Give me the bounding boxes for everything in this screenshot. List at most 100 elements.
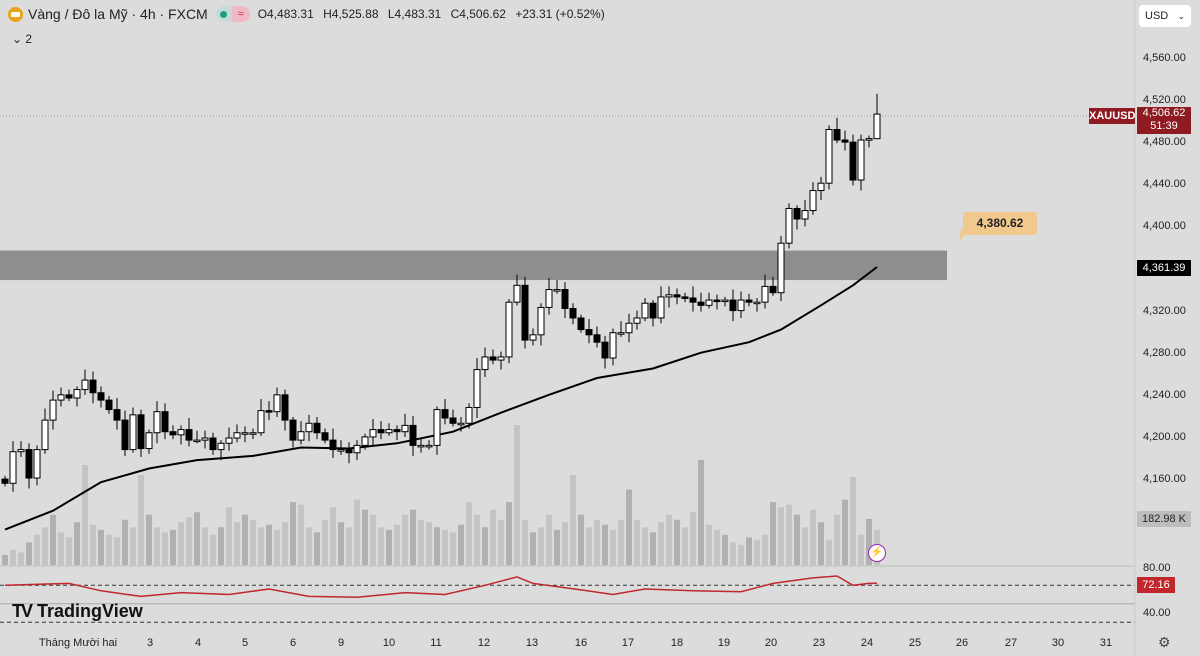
candle-body bbox=[305, 422, 313, 433]
candle-body bbox=[201, 437, 209, 441]
volume-bar bbox=[706, 524, 712, 565]
volume-bar bbox=[42, 527, 48, 565]
volume-bar bbox=[570, 475, 576, 565]
candle-body bbox=[793, 207, 801, 220]
candle bbox=[313, 416, 321, 440]
lightning-icon[interactable]: ⚡ bbox=[868, 544, 886, 562]
volume-bar bbox=[162, 532, 168, 565]
status-badges[interactable]: ≈ bbox=[215, 6, 250, 22]
candle-body bbox=[89, 379, 97, 394]
volume-bar bbox=[146, 514, 152, 565]
volume-bar bbox=[594, 519, 600, 565]
candle bbox=[841, 130, 849, 151]
volume-bar bbox=[530, 532, 536, 565]
volume-pane bbox=[2, 424, 880, 565]
price-callout[interactable]: 4,380.62 bbox=[963, 212, 1037, 235]
symbol-title[interactable]: Vàng / Đô la Mỹ · 4h · FXCM bbox=[28, 6, 208, 22]
candle bbox=[697, 292, 705, 312]
volume-bar bbox=[450, 532, 456, 565]
tradingview-logo[interactable]: TV TradingView bbox=[12, 601, 143, 622]
candle bbox=[169, 425, 177, 440]
time-axis-label: 10 bbox=[382, 637, 396, 649]
candle bbox=[641, 297, 649, 322]
candle bbox=[673, 288, 681, 305]
candle bbox=[857, 134, 865, 191]
candle-body bbox=[25, 449, 33, 479]
volume-bar bbox=[410, 509, 416, 565]
candle-body bbox=[369, 429, 377, 438]
candle bbox=[569, 303, 577, 325]
candle bbox=[473, 357, 481, 419]
candle bbox=[849, 134, 857, 186]
candle-body bbox=[49, 399, 57, 421]
volume-bar bbox=[258, 527, 264, 565]
candle-body bbox=[433, 409, 441, 446]
volume-bar bbox=[834, 514, 840, 565]
candle-body bbox=[713, 299, 721, 303]
time-axis-label: 31 bbox=[1099, 637, 1113, 649]
volume-bar bbox=[58, 532, 64, 565]
candle bbox=[185, 418, 193, 447]
volume-bar bbox=[690, 512, 696, 565]
volume-bar bbox=[170, 529, 176, 565]
candle bbox=[105, 395, 113, 414]
volume-bar bbox=[346, 527, 352, 565]
candle bbox=[649, 300, 657, 327]
candle-body bbox=[289, 419, 297, 441]
candle-body bbox=[177, 429, 185, 436]
candle-body bbox=[9, 451, 17, 484]
volume-bar bbox=[234, 522, 240, 565]
volume-bar bbox=[298, 504, 304, 565]
volume-bar bbox=[250, 519, 256, 565]
moving-average-line bbox=[4, 266, 878, 531]
candle-body bbox=[865, 138, 873, 141]
candle-body bbox=[777, 242, 785, 294]
time-axis-label: 5 bbox=[241, 637, 249, 649]
volume-bar bbox=[138, 475, 144, 565]
volume-bar bbox=[242, 514, 248, 565]
rsi-line bbox=[4, 575, 878, 599]
volume-bar bbox=[402, 514, 408, 565]
candle bbox=[225, 427, 233, 451]
candle-body bbox=[465, 406, 473, 424]
price-axis-label: 4,480.00 bbox=[1143, 136, 1186, 149]
time-axis-label: 9 bbox=[337, 637, 345, 649]
volume-bar bbox=[578, 514, 584, 565]
resistance-zone[interactable] bbox=[0, 250, 947, 281]
candle-body bbox=[601, 341, 609, 359]
candle bbox=[609, 328, 617, 366]
indicators-collapse-toggle[interactable]: ⌄ 2 bbox=[12, 32, 33, 46]
ohlc-values: O4,483.31 H4,525.88 L4,483.31 C4,506.62 … bbox=[258, 7, 611, 21]
candle-body bbox=[345, 449, 353, 454]
candle bbox=[289, 416, 297, 448]
candle-body bbox=[473, 369, 481, 408]
time-axis-label: 6 bbox=[289, 637, 297, 649]
volume-bar bbox=[2, 554, 8, 565]
volume-bar bbox=[730, 542, 736, 565]
volume-bar bbox=[98, 529, 104, 565]
candle bbox=[241, 426, 249, 443]
currency-select[interactable]: USD ⌄ bbox=[1139, 5, 1191, 27]
volume-bar bbox=[66, 537, 72, 565]
volume-bar bbox=[386, 529, 392, 565]
candle bbox=[617, 321, 625, 337]
settings-gear-icon[interactable]: ⚙ bbox=[1158, 634, 1171, 650]
volume-bar bbox=[426, 522, 432, 565]
candle-body bbox=[625, 322, 633, 334]
time-axis-label: 4 bbox=[194, 637, 202, 649]
candle-body bbox=[337, 449, 345, 452]
volume-bar bbox=[274, 529, 280, 565]
volume-bar bbox=[482, 527, 488, 565]
candle-body bbox=[185, 429, 193, 441]
candle-body bbox=[529, 334, 537, 341]
volume-bar bbox=[634, 519, 640, 565]
volume-bar bbox=[754, 539, 760, 565]
volume-bar bbox=[650, 532, 656, 565]
candle-body bbox=[457, 422, 465, 426]
rsi-value-tag: 72.16 bbox=[1137, 577, 1175, 593]
volume-bar bbox=[26, 542, 32, 565]
price-axis-label: 4,200.00 bbox=[1143, 430, 1186, 443]
rsi-axis-label-40: 40.00 bbox=[1143, 607, 1171, 619]
